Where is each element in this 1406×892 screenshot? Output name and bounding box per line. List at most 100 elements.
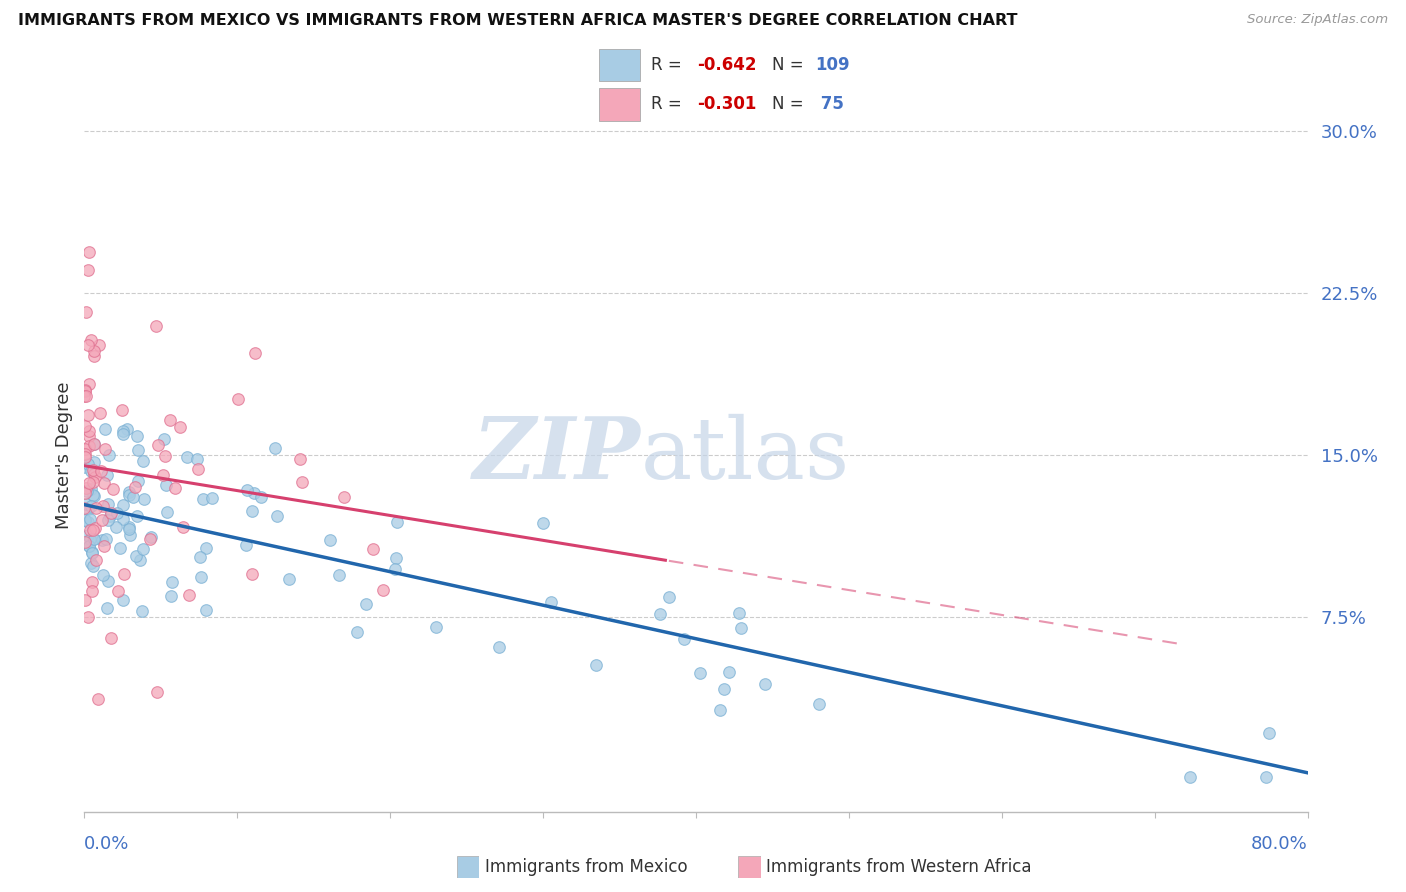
Point xyxy=(131,604,153,618)
Text: Immigrants from Mexico: Immigrants from Mexico xyxy=(485,858,688,876)
Point xyxy=(77,263,100,277)
Point xyxy=(425,620,447,634)
Point xyxy=(384,561,406,575)
Point xyxy=(73,384,96,399)
Point xyxy=(77,338,100,352)
Point xyxy=(145,319,167,334)
Point xyxy=(146,438,169,452)
Point xyxy=(83,343,105,358)
Point xyxy=(124,479,146,493)
Text: Immigrants from Western Africa: Immigrants from Western Africa xyxy=(766,858,1032,876)
Point xyxy=(75,442,97,456)
Point xyxy=(118,520,141,534)
Point xyxy=(75,389,97,403)
Point xyxy=(97,448,120,462)
Point xyxy=(195,541,218,556)
Point xyxy=(169,420,191,434)
Point xyxy=(226,392,249,406)
Point xyxy=(139,530,162,544)
Text: IMMIGRANTS FROM MEXICO VS IMMIGRANTS FROM WESTERN AFRICA MASTER'S DEGREE CORRELA: IMMIGRANTS FROM MEXICO VS IMMIGRANTS FRO… xyxy=(18,13,1018,29)
Point xyxy=(111,498,134,512)
Point xyxy=(115,422,138,436)
Point xyxy=(79,524,101,538)
Point xyxy=(132,491,155,506)
Point xyxy=(107,584,129,599)
Point xyxy=(200,491,222,505)
Point xyxy=(245,346,267,360)
Point xyxy=(75,305,97,319)
Point xyxy=(83,436,105,450)
Point xyxy=(77,539,100,553)
Point xyxy=(288,452,311,467)
Text: 75: 75 xyxy=(815,95,844,113)
Point xyxy=(75,535,97,549)
Point xyxy=(83,437,105,451)
Text: ZIP: ZIP xyxy=(472,413,641,497)
Point xyxy=(91,499,114,513)
Point xyxy=(91,533,114,548)
Point xyxy=(80,546,103,560)
Point xyxy=(112,426,135,441)
Point xyxy=(77,476,100,491)
Point xyxy=(77,610,100,624)
Point xyxy=(111,592,134,607)
Point xyxy=(73,419,96,434)
Point xyxy=(77,377,100,392)
Point xyxy=(153,432,176,446)
Point xyxy=(117,485,139,500)
Bar xyxy=(599,49,640,81)
Point xyxy=(84,553,107,567)
Point xyxy=(77,528,100,542)
Point xyxy=(73,389,96,403)
Point xyxy=(118,488,141,502)
Point xyxy=(346,624,368,639)
Point xyxy=(186,451,208,466)
Point xyxy=(75,384,97,398)
Point xyxy=(754,676,776,690)
Point xyxy=(82,545,104,559)
Point xyxy=(291,475,314,489)
Point xyxy=(80,499,103,513)
Point xyxy=(385,515,408,529)
Point xyxy=(77,540,100,554)
Point xyxy=(278,572,301,586)
Bar xyxy=(599,88,640,120)
Point xyxy=(127,443,149,458)
Point xyxy=(82,463,104,477)
Point xyxy=(236,483,259,498)
Point xyxy=(77,439,100,453)
Point xyxy=(80,482,103,496)
Point xyxy=(122,490,145,504)
Point xyxy=(94,532,117,546)
Point xyxy=(118,528,141,542)
Point xyxy=(91,568,114,582)
Point xyxy=(77,408,100,422)
Point xyxy=(125,429,148,443)
Text: N =: N = xyxy=(772,56,808,74)
Point xyxy=(1178,770,1201,784)
Point xyxy=(118,522,141,536)
Point xyxy=(83,489,105,503)
Point xyxy=(162,574,184,589)
Point xyxy=(488,640,510,655)
Point xyxy=(83,470,105,484)
Point xyxy=(93,442,115,456)
Point xyxy=(159,413,181,427)
Point xyxy=(188,549,211,564)
Point xyxy=(76,502,98,516)
Point xyxy=(160,590,183,604)
Point xyxy=(77,458,100,472)
Text: -0.301: -0.301 xyxy=(697,95,756,113)
Point xyxy=(75,486,97,500)
Point xyxy=(152,468,174,483)
Point xyxy=(93,475,115,490)
Point xyxy=(728,606,751,620)
Point xyxy=(730,621,752,635)
Point xyxy=(79,333,101,347)
Point xyxy=(82,488,104,502)
Point xyxy=(717,665,740,679)
Point xyxy=(112,567,135,582)
Point xyxy=(540,595,562,609)
Point xyxy=(75,482,97,496)
Point xyxy=(155,478,177,492)
